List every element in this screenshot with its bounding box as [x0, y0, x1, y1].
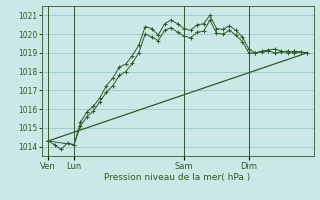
X-axis label: Pression niveau de la mer( hPa ): Pression niveau de la mer( hPa ): [104, 173, 251, 182]
